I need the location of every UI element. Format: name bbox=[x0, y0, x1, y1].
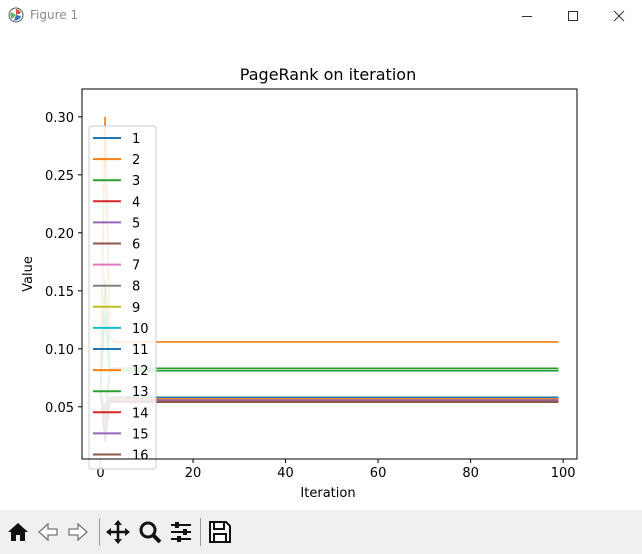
window-title: Figure 1 bbox=[30, 8, 79, 22]
legend-label: 15 bbox=[132, 427, 149, 442]
save-button[interactable] bbox=[206, 517, 234, 547]
matplotlib-icon bbox=[8, 7, 24, 23]
x-tick-label: 0 bbox=[96, 466, 104, 481]
legend-label: 10 bbox=[132, 322, 149, 337]
close-icon bbox=[613, 10, 625, 21]
legend-label: 1 bbox=[132, 132, 140, 147]
y-tick-label: 0.20 bbox=[45, 227, 74, 242]
legend-label: 16 bbox=[132, 449, 149, 464]
plot-frame bbox=[81, 88, 578, 460]
maximize-icon bbox=[568, 10, 578, 21]
series-line-3 bbox=[99, 367, 559, 419]
legend-label: 4 bbox=[132, 195, 140, 210]
configure-subplots-icon bbox=[171, 522, 191, 542]
series-line-10 bbox=[99, 313, 559, 393]
x-tick-label: 100 bbox=[551, 466, 576, 481]
pan-icon bbox=[106, 520, 130, 544]
y-tick-label: 0.30 bbox=[45, 111, 74, 126]
close-button[interactable] bbox=[596, 0, 642, 31]
series-line-11 bbox=[99, 392, 559, 419]
figure-canvas: PageRank on iteration Iteration Value 0 2… bbox=[0, 31, 642, 510]
legend-label: 7 bbox=[132, 259, 140, 274]
maximize-button[interactable] bbox=[550, 0, 596, 31]
legend-label: 12 bbox=[132, 364, 149, 379]
legend-label: 14 bbox=[132, 406, 149, 421]
configure-subplots-button[interactable] bbox=[167, 517, 195, 547]
legend-label: 5 bbox=[132, 216, 140, 231]
toolbar-separator bbox=[99, 518, 100, 546]
line-chart: PageRank on iteration Iteration Value 0 2… bbox=[21, 65, 578, 501]
x-tick-label: 80 bbox=[462, 466, 479, 481]
navigation-toolbar bbox=[0, 510, 642, 554]
toolbar-separator bbox=[200, 518, 201, 546]
save-icon bbox=[209, 521, 231, 543]
home-icon bbox=[8, 523, 28, 541]
series-line-2 bbox=[99, 116, 559, 393]
legend-box bbox=[88, 125, 157, 470]
y-tick-label: 0.25 bbox=[45, 169, 74, 184]
legend-label: 2 bbox=[132, 153, 140, 168]
legend-label: 6 bbox=[132, 238, 140, 253]
back-icon bbox=[38, 522, 58, 542]
legend-label: 8 bbox=[132, 280, 140, 295]
x-tick-label: 20 bbox=[185, 466, 202, 481]
y-tick-label: 0.10 bbox=[45, 343, 74, 358]
minimize-button[interactable] bbox=[504, 0, 550, 31]
x-tick-label: 40 bbox=[277, 466, 294, 481]
series-line-13 bbox=[99, 279, 559, 393]
zoom-icon bbox=[139, 521, 162, 544]
x-axis-label: Iteration bbox=[300, 486, 355, 501]
y-tick-label: 0.15 bbox=[45, 285, 74, 300]
series-line-7 bbox=[99, 392, 559, 419]
y-tick-label: 0.05 bbox=[45, 401, 74, 416]
legend-label: 13 bbox=[132, 385, 149, 400]
minimize-icon bbox=[522, 15, 532, 17]
legend-label: 9 bbox=[132, 301, 140, 316]
pan-button[interactable] bbox=[104, 517, 132, 547]
zoom-button[interactable] bbox=[136, 517, 164, 547]
back-button[interactable] bbox=[34, 517, 62, 547]
home-button[interactable] bbox=[4, 517, 32, 547]
forward-icon bbox=[68, 522, 88, 542]
legend-label: 3 bbox=[132, 174, 140, 189]
x-tick-label: 60 bbox=[370, 466, 387, 481]
legend-label: 11 bbox=[132, 343, 149, 358]
window-titlebar: Figure 1 bbox=[0, 0, 642, 31]
chart-title: PageRank on iteration bbox=[240, 65, 416, 84]
forward-button[interactable] bbox=[64, 517, 92, 547]
y-axis-label: Value bbox=[21, 256, 36, 292]
